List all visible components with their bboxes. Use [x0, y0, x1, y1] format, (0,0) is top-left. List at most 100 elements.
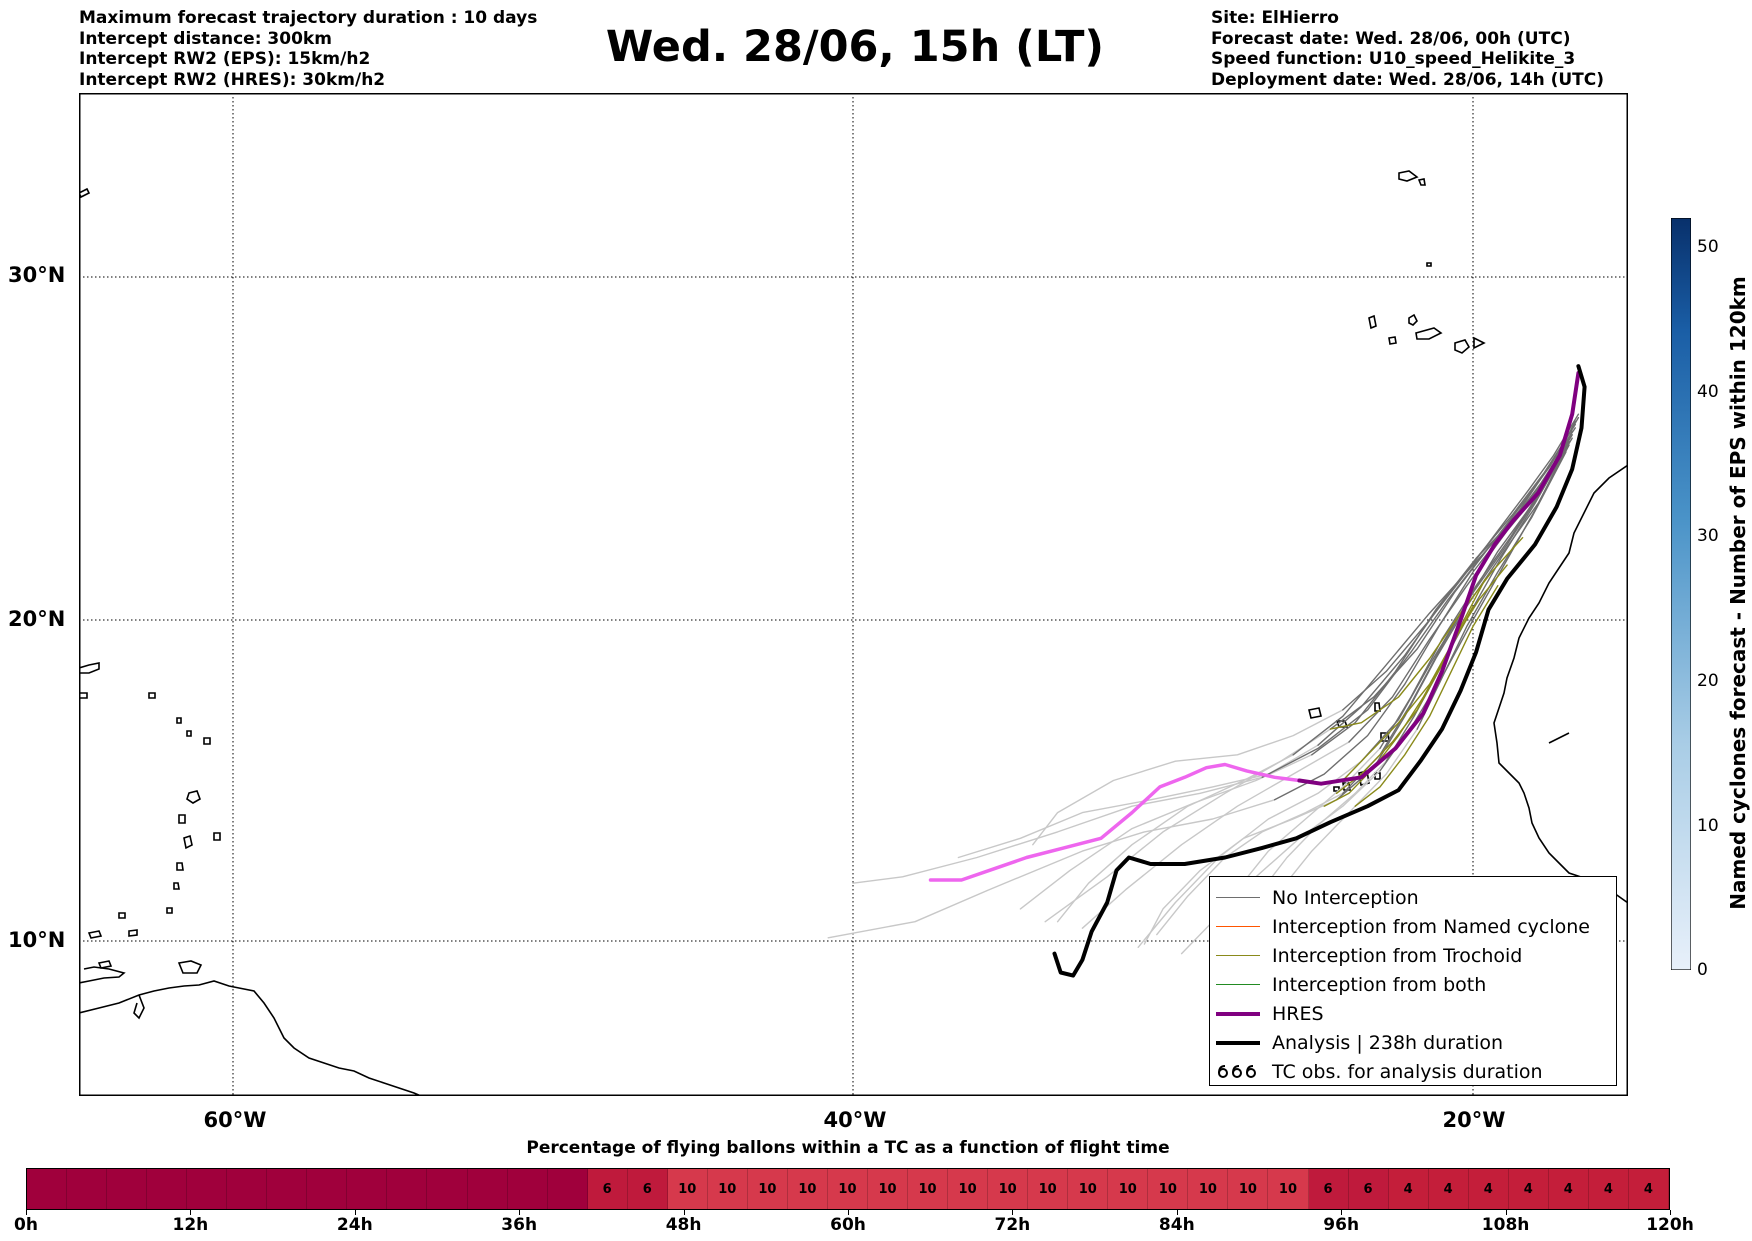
island-gran-canaria	[1454, 339, 1471, 354]
legend-item-both: Interception from both	[1216, 970, 1616, 999]
percentage-cell	[547, 1169, 588, 1209]
coastlines	[79, 170, 1628, 1096]
info-line: Intercept RW2 (HRES): 30km/h2	[79, 69, 386, 90]
legend-label: TC obs. for analysis duration	[1272, 1060, 1543, 1083]
flight-time-label: 12h	[172, 1215, 209, 1235]
lon-label-40w: 40°W	[823, 1108, 887, 1132]
map-grid	[79, 93, 1628, 1096]
island-la-palma	[1368, 314, 1377, 330]
info-line: Maximum forecast trajectory duration : 1…	[79, 8, 538, 28]
percentage-cell	[427, 1169, 468, 1209]
percentage-cell	[67, 1169, 108, 1209]
island-santo-antao	[1308, 707, 1322, 719]
island-anguilla	[176, 717, 182, 724]
colorbar-tick: 40	[1697, 382, 1719, 402]
flight-time-tick	[26, 1210, 27, 1215]
island-curacao	[87, 930, 103, 939]
caribbean-north-coast	[79, 966, 126, 984]
colorbar-tick: 20	[1697, 671, 1719, 691]
cyclone-colorbar	[1671, 218, 1691, 970]
percentage-cell: 6	[627, 1169, 668, 1209]
small-island	[79, 692, 88, 699]
legend-swatch	[1216, 1011, 1260, 1016]
hres-track-late	[928, 762, 1302, 882]
flight-time-tick	[683, 1210, 685, 1215]
legend-label: Interception from both	[1272, 973, 1487, 996]
island-guadeloupe	[186, 790, 201, 804]
legend-swatch	[1216, 955, 1260, 956]
island-tobago	[97, 960, 113, 969]
cape-verde-coast-detail	[1548, 732, 1570, 744]
island-dominica	[178, 814, 186, 824]
ensemble-track	[1342, 440, 1570, 794]
island-martinique	[183, 834, 193, 850]
analysis-track-group	[1052, 364, 1587, 978]
info-line: Intercept RW2 (EPS): 15km/h2	[79, 49, 371, 69]
flight-time-tick	[1341, 1210, 1343, 1215]
flight-time-tick	[1670, 1210, 1671, 1215]
colorbar-tick: 30	[1697, 526, 1719, 546]
legend-item-named-cyclone: Interception from Named cyclone	[1216, 912, 1616, 941]
island-gomera	[1388, 336, 1397, 345]
ensemble-track	[1317, 423, 1576, 746]
legend-item-tc-obs: TC obs. for analysis duration	[1216, 1057, 1616, 1086]
percentage-cell: 10	[867, 1169, 909, 1209]
percentage-cell: 4	[1508, 1169, 1549, 1209]
legend-item-trochoid: Interception from Trochoid	[1216, 941, 1616, 970]
trochoid-track	[1335, 578, 1487, 794]
legend-label: Interception from Trochoid	[1272, 944, 1523, 967]
island-selvagens	[1426, 262, 1432, 267]
flight-time-tick	[848, 1210, 849, 1215]
percentage-cell	[467, 1169, 508, 1209]
flight-time-label: 108h	[1481, 1215, 1530, 1235]
percentage-cell	[147, 1169, 188, 1209]
percentage-cell: 10	[1068, 1169, 1109, 1209]
africa-west-coast	[1493, 464, 1628, 904]
flight-time-tick	[1012, 1210, 1014, 1215]
flight-time-label: 96h	[1323, 1215, 1360, 1235]
site-parameters: Site: ElHierro Forecast date: Wed. 28/06…	[1211, 8, 1604, 90]
percentage-cell: 4	[1428, 1169, 1469, 1209]
small-isle-1	[118, 912, 126, 919]
ensemble-track-late	[827, 799, 1276, 939]
map-legend: No Interception Interception from Named …	[1209, 876, 1617, 1086]
ensemble-track-late	[1056, 754, 1294, 923]
flight-time-label: 120h	[1646, 1215, 1694, 1235]
percentage-cell: 6	[1308, 1169, 1349, 1209]
percentage-cell: 10	[1268, 1169, 1309, 1209]
legend-item-no-interception: No Interception	[1216, 883, 1616, 912]
island-st-kitts	[186, 730, 192, 737]
colorbar-tick: 0	[1697, 960, 1708, 980]
island-st-vincent	[173, 882, 180, 890]
legend-label: No Interception	[1272, 886, 1419, 909]
lat-label-10n: 10°N	[8, 928, 66, 952]
legend-swatch	[1216, 897, 1260, 898]
island-tenerife	[1415, 327, 1443, 340]
island-barbados	[213, 832, 221, 841]
lat-label-30n: 30°N	[8, 263, 66, 287]
percentage-cell: 10	[908, 1169, 949, 1209]
island-el-hierro	[1408, 313, 1418, 326]
ensemble-track	[1292, 434, 1573, 756]
colorbar-tick: 50	[1697, 237, 1719, 257]
trajectory-map[interactable]	[79, 93, 1628, 1096]
flight-time-label: 36h	[501, 1215, 538, 1235]
flight-time-label: 24h	[336, 1215, 373, 1235]
percentage-cell: 4	[1388, 1169, 1429, 1209]
island-sal	[1374, 702, 1381, 712]
percentage-cell: 6	[587, 1169, 628, 1209]
trinidad-island	[177, 960, 203, 974]
ensemble-track-late	[1156, 792, 1344, 936]
legend-item-analysis: Analysis | 238h duration	[1216, 1028, 1616, 1057]
ensemble-track-late	[1032, 709, 1344, 846]
lon-label-60w: 60°W	[203, 1108, 267, 1132]
island-porto-santo	[1417, 178, 1426, 186]
island-grenada	[166, 907, 173, 914]
percentage-cell: 10	[1148, 1169, 1189, 1209]
trochoid-track	[1354, 585, 1499, 807]
percentage-cell: 10	[827, 1169, 868, 1209]
percentage-cell: 10	[1188, 1169, 1229, 1209]
percentage-cell: 4	[1548, 1169, 1589, 1209]
percentage-cell: 4	[1588, 1169, 1629, 1209]
colorbar-tick: 10	[1697, 816, 1719, 836]
